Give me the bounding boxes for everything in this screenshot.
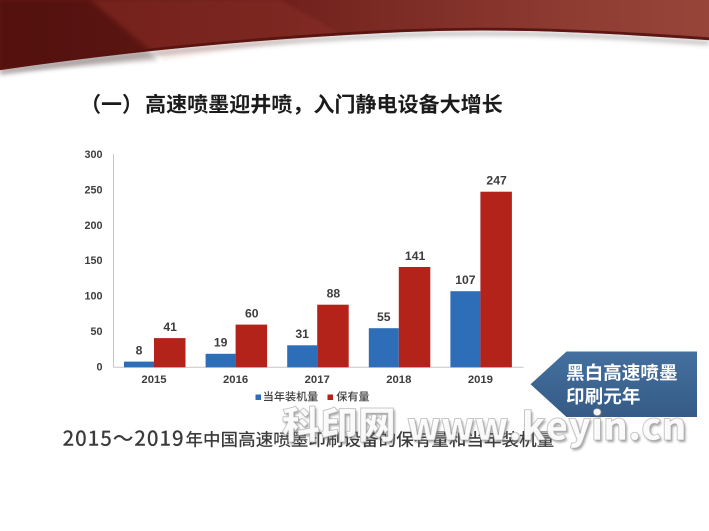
- svg-text:19: 19: [214, 336, 228, 350]
- svg-text:247: 247: [486, 174, 507, 188]
- svg-text:55: 55: [377, 310, 391, 324]
- svg-text:50: 50: [90, 326, 102, 338]
- svg-text:200: 200: [84, 220, 102, 232]
- svg-text:300: 300: [84, 149, 102, 161]
- svg-text:250: 250: [84, 184, 102, 196]
- svg-text:0: 0: [96, 361, 102, 373]
- svg-text:88: 88: [327, 287, 341, 301]
- svg-text:41: 41: [163, 320, 177, 334]
- svg-text:31: 31: [295, 327, 309, 341]
- svg-text:2017: 2017: [305, 374, 330, 386]
- svg-text:2019: 2019: [468, 374, 493, 386]
- svg-text:141: 141: [405, 249, 426, 263]
- svg-text:60: 60: [245, 306, 259, 320]
- svg-text:2018: 2018: [386, 374, 411, 386]
- svg-text:100: 100: [84, 291, 102, 303]
- svg-text:150: 150: [84, 255, 102, 267]
- svg-text:8: 8: [136, 343, 143, 357]
- svg-text:2016: 2016: [223, 374, 248, 386]
- svg-text:2015: 2015: [141, 374, 166, 386]
- svg-text:107: 107: [455, 273, 476, 287]
